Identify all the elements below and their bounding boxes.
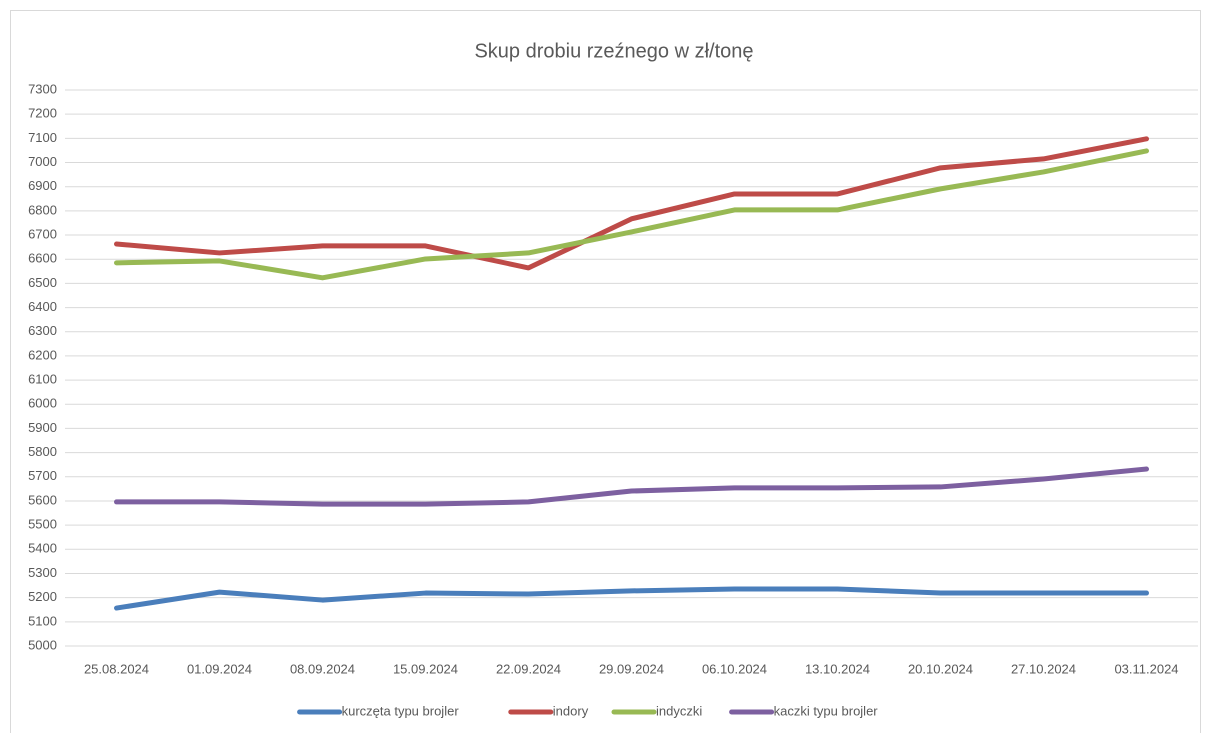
y-tick-label: 5900: [28, 420, 57, 435]
legend-label: indyczki: [656, 703, 702, 718]
legend-label: kurczęta typu brojler: [342, 703, 460, 718]
y-tick-label: 6800: [28, 202, 57, 217]
x-tick-label: 25.08.2024: [84, 661, 149, 676]
legend-label: indory: [553, 703, 589, 718]
x-tick-label: 22.09.2024: [496, 661, 561, 676]
line-series: [114, 466, 1149, 507]
y-tick-label: 6000: [28, 396, 57, 411]
y-tick-label: 5200: [28, 589, 57, 604]
y-tick-label: 6600: [28, 251, 57, 266]
y-tick-label: 5100: [28, 613, 57, 628]
y-tick-label: 7100: [28, 130, 57, 145]
line-series: [114, 148, 1149, 281]
y-tick-label: 6500: [28, 275, 57, 290]
y-tick-label: 5700: [28, 468, 57, 483]
x-tick-label: 15.09.2024: [393, 661, 458, 676]
y-tick-label: 6400: [28, 299, 57, 314]
y-tick-label: 6700: [28, 226, 57, 241]
x-tick-label: 27.10.2024: [1011, 661, 1076, 676]
y-tick-label: 7000: [28, 154, 57, 169]
chart-frame: [10, 10, 1201, 733]
x-tick-label: 20.10.2024: [908, 661, 973, 676]
x-tick-label: 29.09.2024: [599, 661, 664, 676]
y-tick-label: 5500: [28, 517, 57, 532]
y-tick-label: 7300: [28, 81, 57, 96]
line-series: [114, 586, 1149, 611]
y-tick-label: 5300: [28, 565, 57, 580]
y-tick-label: 5000: [28, 637, 57, 652]
y-tick-label: 5800: [28, 444, 57, 459]
y-tick-label: 5400: [28, 541, 57, 556]
x-tick-label: 06.10.2024: [702, 661, 767, 676]
y-tick-label: 6900: [28, 178, 57, 193]
x-tick-label: 13.10.2024: [805, 661, 870, 676]
chart-title: Skup drobiu rzeźnego w zł/tonę: [474, 40, 753, 62]
x-tick-label: 08.09.2024: [290, 661, 355, 676]
x-tick-label: 03.11.2024: [1114, 661, 1178, 676]
y-tick-label: 6300: [28, 323, 57, 338]
line-series: [114, 136, 1149, 271]
y-tick-label: 5600: [28, 492, 57, 507]
legend-label: kaczki typu brojler: [774, 703, 879, 718]
x-tick-label: 01.09.2024: [187, 661, 252, 676]
y-tick-label: 6200: [28, 347, 57, 362]
y-tick-label: 7200: [28, 106, 57, 121]
y-tick-label: 6100: [28, 372, 57, 387]
